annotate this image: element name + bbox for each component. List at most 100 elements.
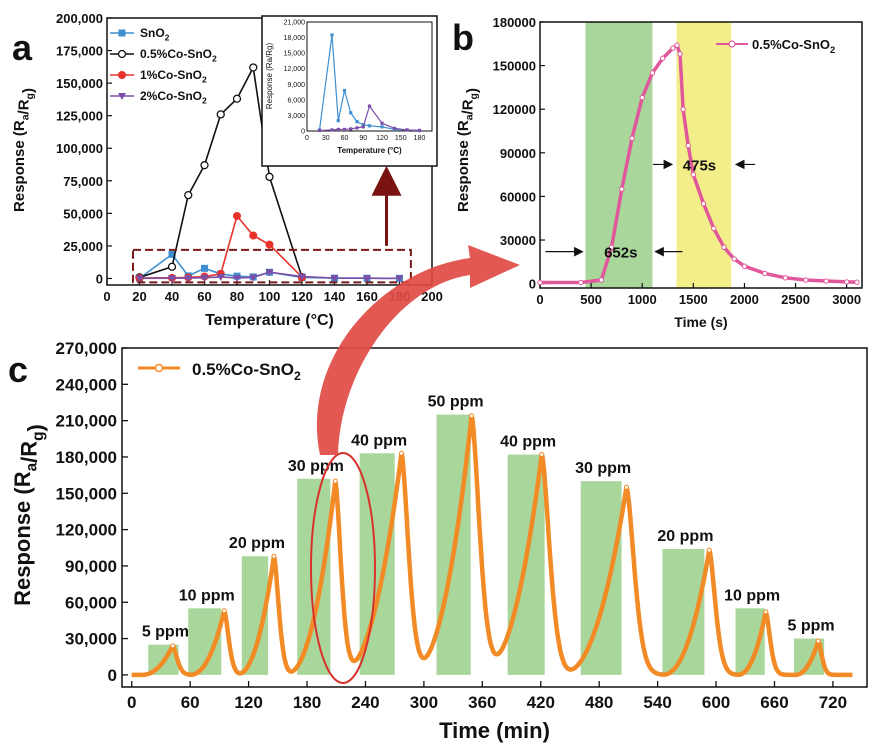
panel-a-inset-data-point <box>336 127 340 132</box>
panel-b-data-point <box>721 244 727 251</box>
panel-a-data-point <box>200 161 209 170</box>
panel-a-inset-xtick-label: 120 <box>376 135 388 142</box>
panel-a-inset-data-point <box>336 119 340 123</box>
panel-a-legend-label: SnO2 <box>140 26 170 43</box>
panel-a-data-point <box>168 275 176 283</box>
panel-c-concentration-label: 10 ppm <box>724 587 780 604</box>
panel-a-legend-label: 2%Co-SnO2 <box>140 89 207 106</box>
panel-c-ytick-label: 180,000 <box>56 448 117 467</box>
panel-a-inset-data-point <box>392 126 397 131</box>
panel-c-ytick-label: 90,000 <box>65 557 117 576</box>
panel-c-legend-label: 0.5%Co-SnO2 <box>192 360 301 383</box>
panel-c-peak-point <box>623 484 629 490</box>
panel-a-inset-xtick-label: 0 <box>305 135 309 142</box>
panel-b-xtick-label: 3000 <box>832 292 861 307</box>
panel-a-data-point <box>216 110 225 119</box>
panel-a-data-point <box>201 264 208 272</box>
panel-a-inset-yaxis-title-text: Response (Ra/Rg) <box>265 43 274 110</box>
panel-a-ytick-label: 100,000 <box>56 141 103 156</box>
panel-a-xtick-label: 20 <box>132 289 146 304</box>
panel-a-legend-label: 1%Co-SnO2 <box>140 68 207 85</box>
panel-c-yaxis-title: Response (Ra/Rg) <box>10 424 48 606</box>
panel-b-data-point <box>670 45 676 51</box>
panel-b-data-point <box>674 42 680 48</box>
panel-b-ytick-label: 0 <box>529 277 536 292</box>
panel-c-concentration-label: 40 ppm <box>351 432 407 449</box>
panel-b-data-point <box>823 278 829 284</box>
panel-a-inset-xaxis-title: Temperature (°C) <box>337 146 402 155</box>
panel-a-inset-ytick-label: 9,000 <box>287 82 305 89</box>
panel-a-highlight-box <box>132 248 412 284</box>
panel-a-xtick-label: 80 <box>230 289 244 304</box>
panel-a-data-point <box>249 63 258 72</box>
panel-b-data-point <box>690 171 697 178</box>
panel-b-data-point <box>731 256 737 262</box>
panel-a-data-point <box>249 274 258 282</box>
panel-c-xtick-label: 420 <box>527 693 555 712</box>
panel-b-annotation-label: 475s <box>683 157 716 174</box>
panel-a-label: a <box>12 27 33 68</box>
panel-a-inset: 0 30 60 90 120 150 180 0 3,000 6,000 9,000 12,000 15… <box>261 15 438 167</box>
panel-b-ytick-label: 60000 <box>500 189 536 204</box>
panel-a-ytick-label: 0 <box>96 271 103 286</box>
panel-c-legend: 0.5%Co-SnO2 <box>138 360 301 383</box>
panel-a-data-point <box>184 275 193 283</box>
panel-a-data-point <box>249 231 258 240</box>
panel-a-legend: SnO2 0.5%Co-SnO2 1%Co-SnO2 2%Co-SnO2 <box>110 26 217 106</box>
panel-a-data-point <box>298 273 306 281</box>
panel-c-xtick-label: 360 <box>468 693 496 712</box>
panel-a-yaxis-title-text: Response (Ra/Rg) <box>11 88 37 212</box>
panel-a-inset-data-point <box>330 33 334 37</box>
panel-a-xtick-label: 0 <box>103 289 110 304</box>
panel-c-xtick-label: 720 <box>819 693 847 712</box>
panel-a-ytick-label: 25,000 <box>63 239 103 254</box>
panel-a-inset-data-point <box>330 128 334 132</box>
panel-b-xtick-label: 2000 <box>730 292 759 307</box>
panel-a-xtick-label: 120 <box>291 289 313 304</box>
panel-b-data-point <box>711 225 717 232</box>
panel-a-data-point <box>233 211 241 220</box>
panel-b-data-point <box>578 279 584 286</box>
panel-c-concentration-label: 5 ppm <box>142 624 189 641</box>
panel-c-ytick-label: 150,000 <box>56 484 117 503</box>
panel-c-xtick-label: 660 <box>760 693 788 712</box>
panel-c-peak-point <box>271 553 277 559</box>
panel-b-data-point <box>762 270 768 277</box>
panel-b-data-point <box>537 279 543 286</box>
panel-a-inset-frame <box>306 21 433 132</box>
panel-a-data-point <box>265 269 274 277</box>
panel-a-inset-data-point <box>349 111 353 115</box>
panel-a-ytick-label: 200,000 <box>56 11 103 26</box>
panel-c-peak-point <box>221 608 227 614</box>
panel-b-label: b <box>452 17 474 58</box>
panel-a-inset-data-point <box>355 126 359 130</box>
panel-c-concentration-label: 40 ppm <box>500 434 556 451</box>
panel-c-peak-point <box>170 643 176 649</box>
panel-a-legend-marker <box>118 93 126 100</box>
panel-b-xaxis-title: Time (s) <box>674 314 727 330</box>
panel-c-xtick-label: 120 <box>234 693 262 712</box>
panel-c-xtick-label: 240 <box>351 693 379 712</box>
panel-c-peak-point <box>539 452 545 458</box>
panel-c-concentration-label: 10 ppm <box>179 587 235 604</box>
panel-b-data-point <box>608 244 615 251</box>
panel-a-ytick-label: 125,000 <box>56 109 103 124</box>
panel-b-legend-marker <box>728 40 736 48</box>
panel-a-inset-border <box>261 15 438 167</box>
panel-a-inset-data-point <box>342 88 347 93</box>
panel-a-inset-ytick-label: 3,000 <box>287 113 305 120</box>
panel-b-xtick-label: 1000 <box>628 292 657 307</box>
panel-a-xtick-label: 60 <box>197 289 211 304</box>
panel-a-inset-ytick-label: 15,000 <box>284 51 306 58</box>
panel-b-xtick-label: 500 <box>580 292 602 307</box>
panel-a-ytick-label: 75,000 <box>63 174 103 189</box>
panel-b-frame <box>539 21 863 289</box>
panel-a-ytick-label: 50,000 <box>63 206 103 221</box>
panel-c-series-line <box>129 413 855 678</box>
panel-b-data-point <box>639 94 645 101</box>
panel-b-data-point <box>843 279 850 285</box>
panel-c-xtick-label: 0 <box>127 693 136 712</box>
panel-a-data-point <box>168 250 176 258</box>
panel-a-inset-ytick-label: 12,000 <box>284 66 306 73</box>
panel-b-xtick-label: 2500 <box>781 292 810 307</box>
